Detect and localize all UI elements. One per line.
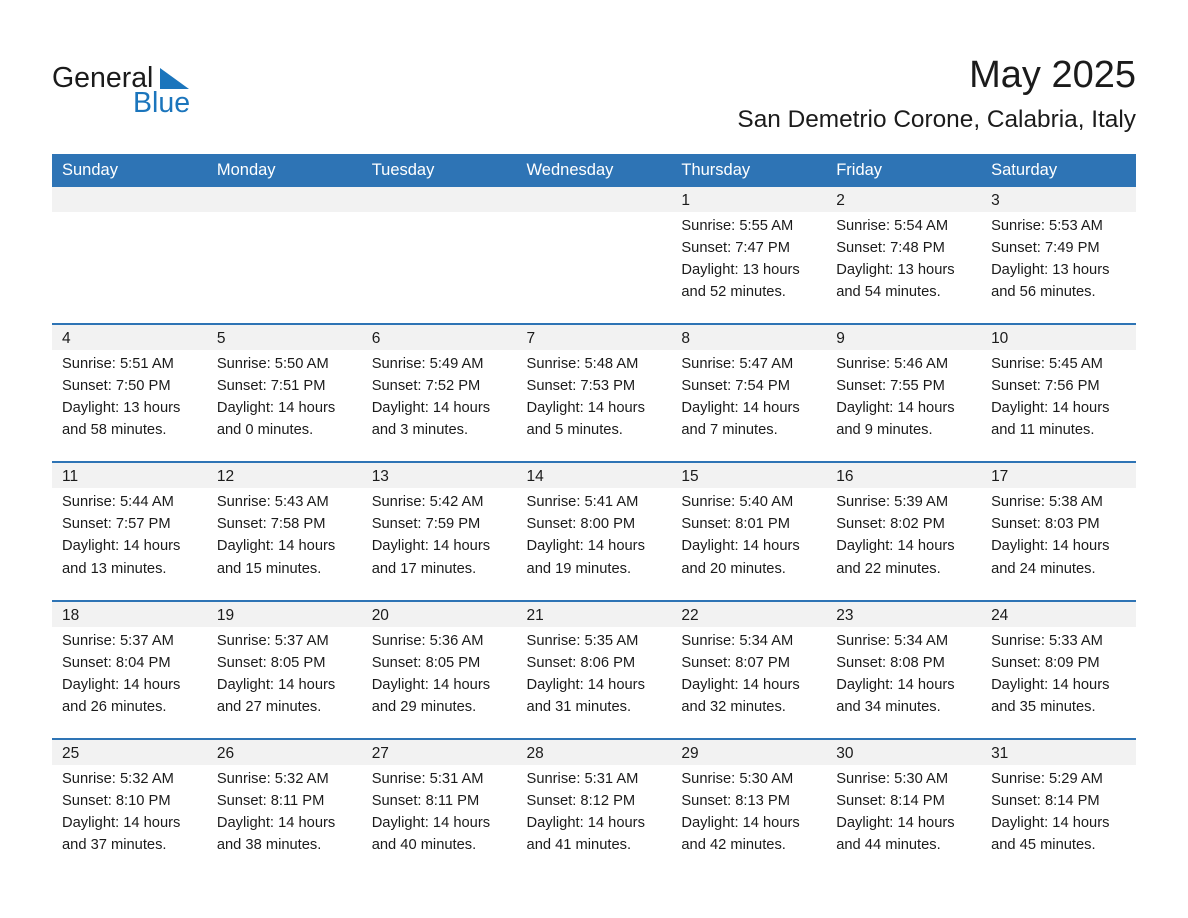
svg-text:Blue: Blue <box>133 87 190 119</box>
